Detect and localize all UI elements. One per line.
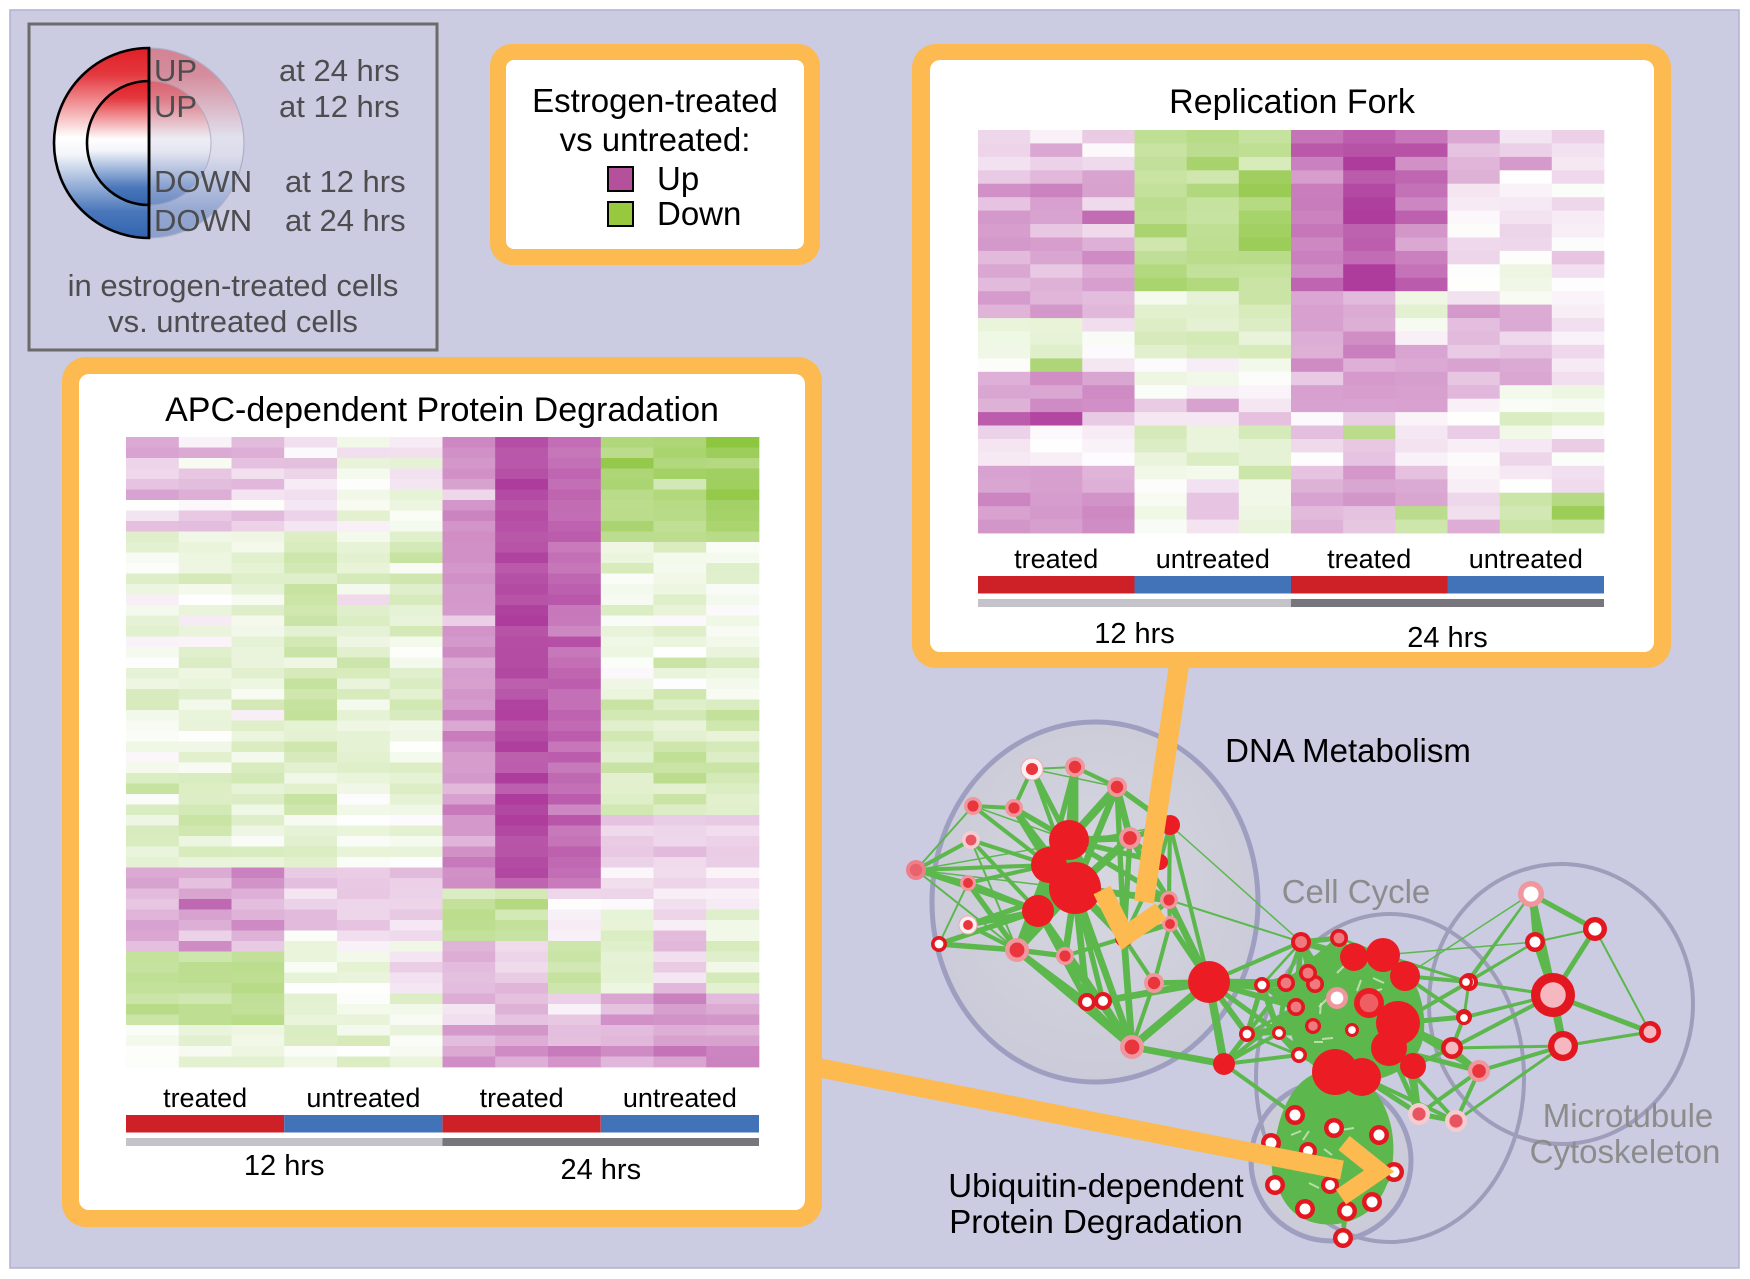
svg-text:UP: UP	[154, 53, 197, 88]
svg-text:in estrogen-treated cells: in estrogen-treated cells	[68, 268, 399, 303]
svg-text:Ubiquitin-dependent: Ubiquitin-dependent	[948, 1167, 1243, 1204]
svg-text:Down: Down	[657, 195, 741, 232]
svg-text:at 12 hrs: at 12 hrs	[285, 164, 406, 199]
svg-text:Replication Fork: Replication Fork	[1169, 83, 1416, 121]
svg-text:Microtubule: Microtubule	[1543, 1097, 1714, 1134]
svg-text:24 hrs: 24 hrs	[560, 1154, 641, 1186]
svg-text:Estrogen-treated: Estrogen-treated	[532, 82, 778, 119]
svg-text:treated: treated	[1014, 544, 1098, 574]
svg-text:12 hrs: 12 hrs	[244, 1150, 325, 1182]
svg-text:DOWN: DOWN	[154, 164, 252, 199]
svg-text:treated: treated	[1327, 544, 1411, 574]
svg-text:at 24 hrs: at 24 hrs	[285, 203, 406, 238]
svg-text:APC-dependent Protein Degradat: APC-dependent Protein Degradation	[165, 391, 719, 429]
svg-text:vs. untreated cells: vs. untreated cells	[108, 304, 358, 339]
svg-text:UP: UP	[154, 89, 197, 124]
svg-text:Up: Up	[657, 160, 699, 197]
svg-text:untreated: untreated	[306, 1083, 420, 1113]
svg-text:24 hrs: 24 hrs	[1407, 622, 1488, 654]
svg-text:untreated: untreated	[1156, 544, 1270, 574]
svg-text:at 24 hrs: at 24 hrs	[279, 53, 400, 88]
svg-text:Cytoskeleton: Cytoskeleton	[1530, 1133, 1721, 1170]
svg-text:DNA Metabolism: DNA Metabolism	[1225, 732, 1471, 769]
svg-text:untreated: untreated	[1469, 544, 1583, 574]
svg-text:treated: treated	[480, 1083, 564, 1113]
svg-text:vs untreated:: vs untreated:	[560, 121, 751, 158]
svg-text:at 12 hrs: at 12 hrs	[279, 89, 400, 124]
svg-text:untreated: untreated	[623, 1083, 737, 1113]
svg-text:DOWN: DOWN	[154, 203, 252, 238]
svg-text:12 hrs: 12 hrs	[1094, 618, 1175, 650]
svg-text:Cell Cycle: Cell Cycle	[1282, 873, 1431, 910]
svg-text:treated: treated	[163, 1083, 247, 1113]
svg-text:Protein Degradation: Protein Degradation	[949, 1203, 1243, 1240]
